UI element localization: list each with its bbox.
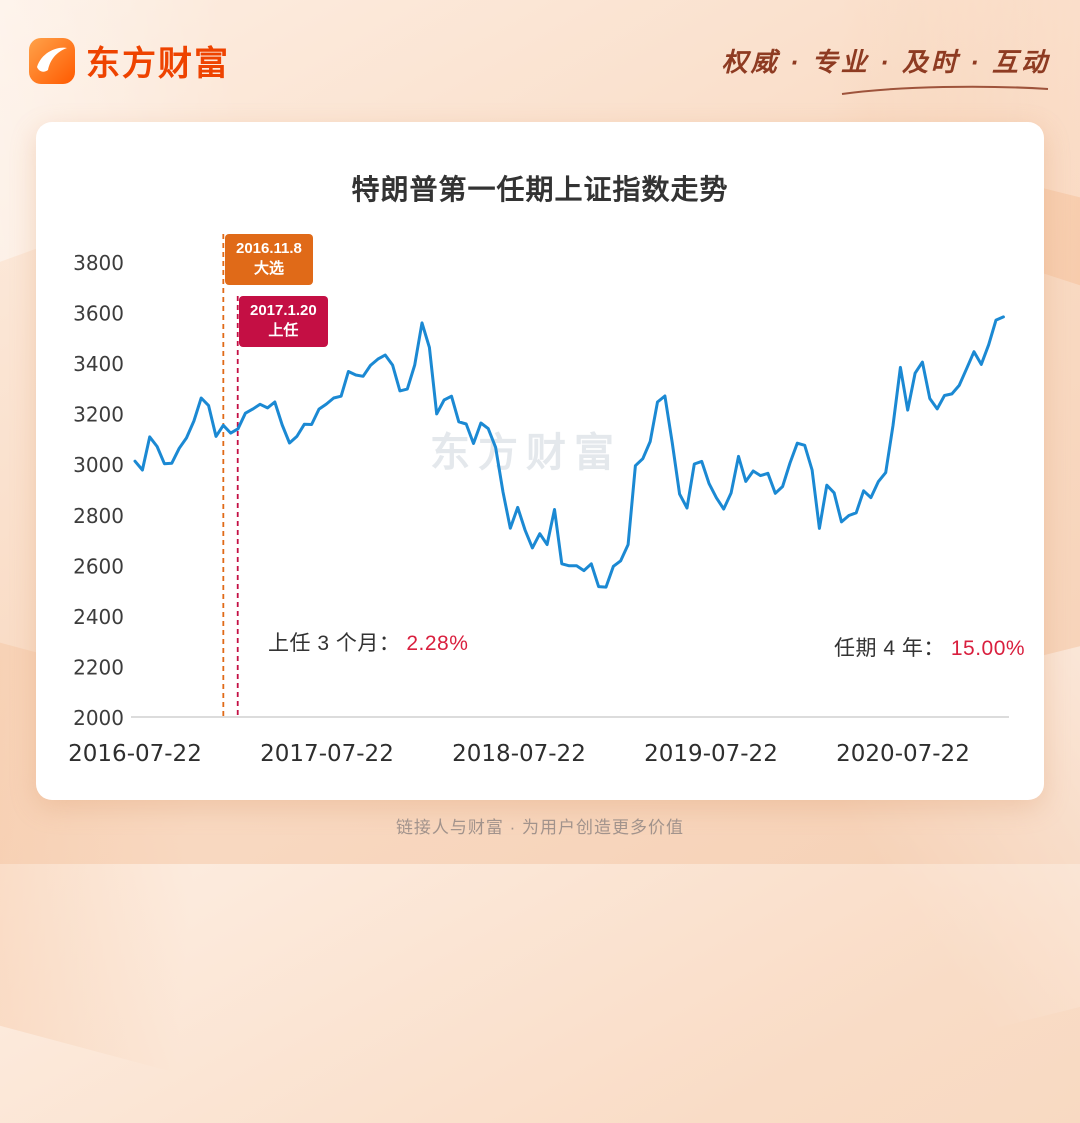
annotation-election-event: 大选 xyxy=(253,260,284,278)
x-axis-tick-label: 2019-07-22 xyxy=(644,741,778,767)
annotation-inauguration-date: 2017.1.20 xyxy=(250,302,317,319)
y-axis-tick-label: 2600 xyxy=(73,554,124,578)
y-axis-tick-label: 3600 xyxy=(73,302,124,326)
brand-logo: 东方财富 xyxy=(28,36,230,85)
stat-4year-value: 15.00% xyxy=(950,637,1026,660)
eastmoney-swoosh-icon xyxy=(29,37,75,84)
x-axis-tick-label: 2018-07-22 xyxy=(452,741,586,767)
stat-4year: 任期 4 年： 15.00% xyxy=(834,632,1025,662)
index-line xyxy=(133,315,1005,589)
y-axis-tick-label: 3400 xyxy=(73,352,124,376)
watermark: 东方财富 xyxy=(430,430,622,476)
stat-3month: 上任 3 个月： 2.28% xyxy=(268,627,468,657)
annotation-inauguration-event: 上任 xyxy=(268,322,299,340)
stat-3month-value: 2.28% xyxy=(406,632,469,655)
annotation-election-date: 2016.11.8 xyxy=(236,240,302,257)
brand-name: 东方财富 xyxy=(86,45,230,83)
chart-title: 特朗普第一任期上证指数走势 xyxy=(351,174,729,205)
footer-tagline: 链接人与财富 · 为用户创造更多价值 xyxy=(395,818,685,837)
annotation-election: 2016.11.8 大选 xyxy=(225,234,313,285)
page-header: 东方财富 权威 · 专业 · 及时 · 互动 xyxy=(0,0,1080,122)
y-axis-tick-label: 3800 xyxy=(73,251,124,275)
header-slogan-block: 权威 · 专业 · 及时 · 互动 xyxy=(722,42,1050,97)
x-axis-tick-label: 2017-07-22 xyxy=(260,741,394,767)
y-axis-tick-label: 3200 xyxy=(73,403,124,427)
y-axis-tick-label: 2800 xyxy=(73,504,124,528)
annotation-inauguration: 2017.1.20 上任 xyxy=(239,296,328,347)
chart-svg: 2000 2200 2400 2600 2800 3000 3200 3400 3600 3800… xyxy=(68,234,1009,767)
y-axis-tick-label: 2000 xyxy=(73,706,124,730)
y-axis-tick-label: 2400 xyxy=(73,605,124,629)
y-axis-tick-label: 3000 xyxy=(73,453,124,477)
stat-4year-label: 任期 4 年： xyxy=(834,637,945,660)
y-axis-tick-label: 2200 xyxy=(73,655,124,679)
stat-3month-label: 上任 3 个月： xyxy=(268,632,401,655)
slogan-swoosh-icon xyxy=(841,85,1049,95)
x-axis-tick-label: 2020-07-22 xyxy=(836,741,970,767)
header-slogan: 权威 · 专业 · 及时 · 互动 xyxy=(721,47,1050,77)
chart-card: 特朗普第一任期上证指数走势 2000 2200 2400 2600 2800 3000 32… xyxy=(36,122,1044,800)
x-axis-tick-label: 2016-07-22 xyxy=(68,741,202,767)
